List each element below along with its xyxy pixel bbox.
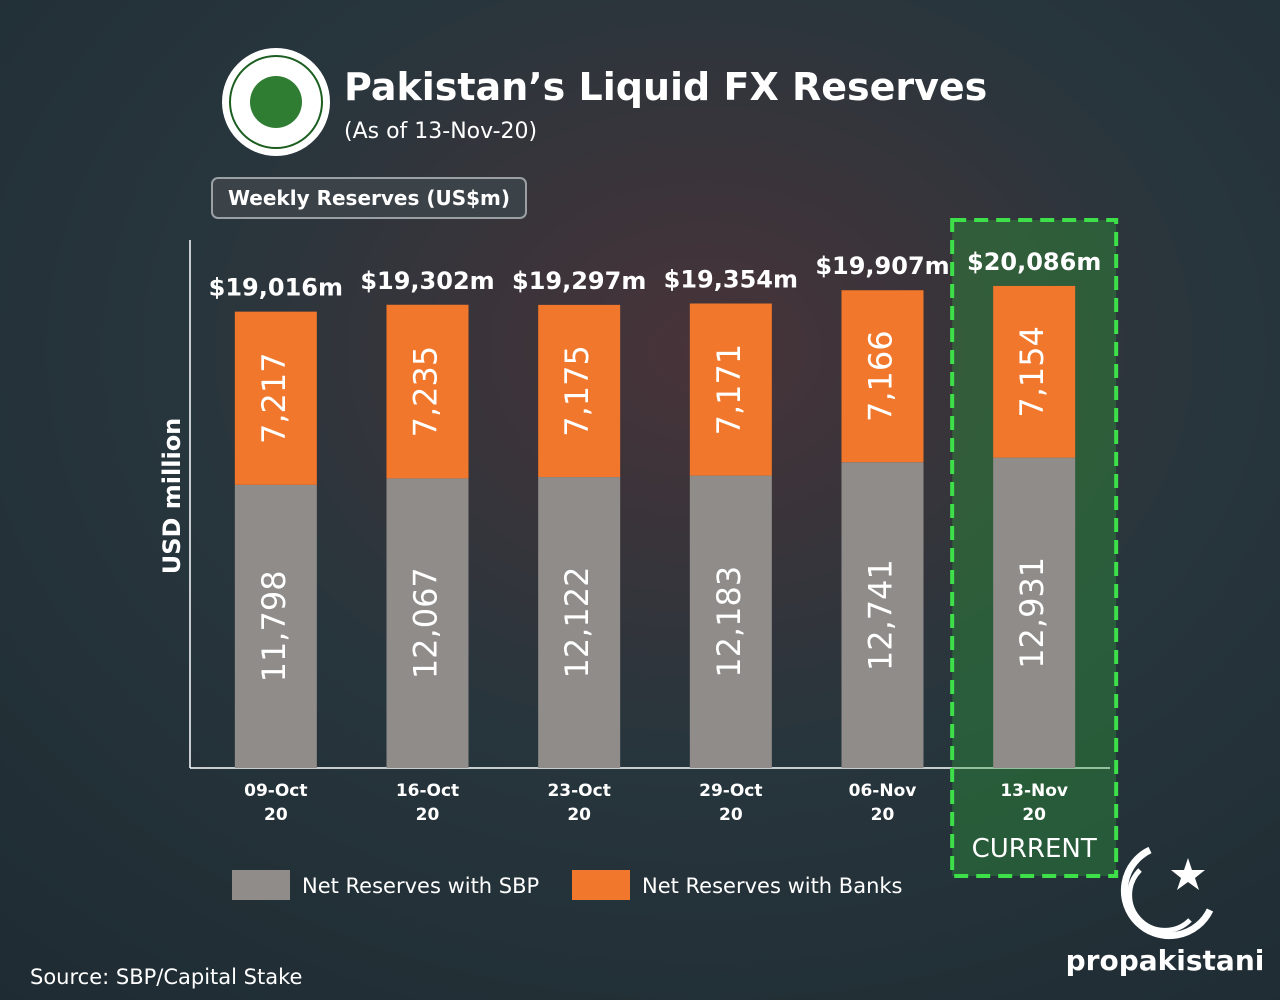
legend-swatch (232, 870, 290, 900)
x-tick-label: 09-Oct 20 (244, 781, 307, 825)
segment-label: 7,217 (255, 352, 293, 444)
legend-label: Net Reserves with Banks (642, 874, 902, 898)
segment-label: 7,171 (710, 344, 748, 436)
bar-segment (234, 311, 317, 485)
bar-segment (689, 303, 772, 476)
x-tick-label: 13-Nov 20 (1000, 781, 1068, 825)
x-tick-label: 06-Nov 20 (849, 781, 917, 825)
brand-icon (1120, 846, 1214, 940)
source-note: Source: SBP/Capital Stake (30, 965, 302, 989)
bar-segment (234, 484, 317, 768)
segment-label: 12,183 (710, 566, 748, 678)
x-tick-line: 20 (567, 805, 591, 825)
x-tick-line: 20 (416, 805, 440, 825)
bar-segment (993, 457, 1076, 768)
highlight-label: CURRENT (972, 834, 1097, 864)
chart-title: Pakistan’s Liquid FX Reserves (344, 65, 987, 109)
segment-label: 11,798 (255, 570, 293, 682)
x-tick-line: 29-Oct (699, 781, 762, 801)
segment-label: 7,175 (558, 345, 596, 437)
bar-segment (841, 290, 924, 463)
total-label: $19,907m (815, 252, 949, 280)
x-tick-line: 16-Oct (396, 781, 459, 801)
badge-box (211, 177, 527, 219)
x-tick-line: 20 (871, 805, 895, 825)
bar-segment (386, 478, 469, 768)
x-tick-line: 20 (264, 805, 288, 825)
total-label: $19,016m (209, 274, 343, 302)
bar-segment (538, 477, 621, 768)
x-tick-line: 13-Nov (1000, 781, 1068, 801)
segment-label: 12,931 (1013, 557, 1051, 669)
x-tick-line: 20 (1022, 805, 1046, 825)
x-tick-line: 23-Oct (547, 781, 610, 801)
segment-label: 7,154 (1013, 326, 1051, 418)
badge-label: Weekly Reserves (US$m) (228, 186, 510, 210)
segment-label: 12,067 (407, 567, 445, 679)
bar-segment (841, 462, 924, 768)
x-tick-line: 09-Oct (244, 781, 307, 801)
x-tick-line: 20 (719, 805, 743, 825)
bar-segment (538, 304, 621, 478)
segment-label: 7,166 (862, 330, 900, 422)
total-label: $19,297m (512, 267, 646, 295)
x-tick-line: 06-Nov (849, 781, 917, 801)
total-label: $20,086m (967, 248, 1101, 276)
y-axis-label: USD million (158, 418, 186, 575)
chart-subtitle: (As of 13-Nov-20) (344, 119, 537, 144)
bar-segment (689, 475, 772, 768)
legend-swatch (572, 870, 630, 900)
bar-segment (993, 285, 1076, 458)
brand-name: propakistani (1066, 944, 1265, 977)
total-label: $19,354m (664, 266, 798, 294)
x-tick-label: 23-Oct 20 (547, 781, 610, 825)
total-label: $19,302m (360, 267, 494, 295)
x-tick-label: 29-Oct 20 (699, 781, 762, 825)
x-tick-label: 16-Oct 20 (396, 781, 459, 825)
segment-label: 7,235 (407, 346, 445, 438)
legend-label: Net Reserves with SBP (302, 874, 539, 898)
logo (222, 48, 330, 156)
segment-label: 12,122 (558, 567, 596, 679)
bar-segment (386, 304, 469, 479)
segment-label: 12,741 (862, 559, 900, 671)
